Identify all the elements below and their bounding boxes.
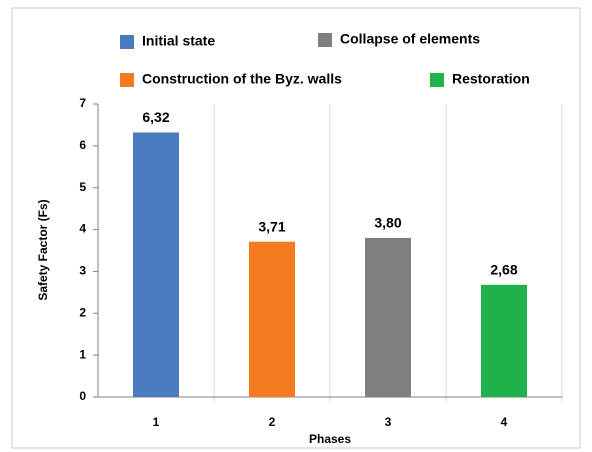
legend-label: Initial state [142,33,215,49]
x-axis-label: Phases [309,432,351,446]
bar [365,237,411,397]
y-tick-label: 6 [79,138,86,152]
x-tick-label: 3 [385,415,392,429]
legend-label: Restoration [452,71,530,87]
value-label: 3,80 [374,215,401,231]
legend-swatch [120,73,134,87]
y-axis-label: Safety Factor (Fs) [36,199,50,300]
bar [481,284,527,397]
y-tick-label: 0 [79,389,86,403]
value-label: 3,71 [258,218,285,234]
x-tick-label: 1 [153,415,160,429]
legend-swatch [120,35,134,49]
legend-label: Collapse of elements [340,31,480,47]
legend-swatch [430,73,444,87]
y-tick-label: 1 [79,347,86,361]
value-label: 6,32 [142,109,169,125]
y-tick-label: 7 [79,96,86,110]
y-tick-label: 5 [79,180,86,194]
y-tick-label: 3 [79,264,86,278]
x-tick-label: 4 [501,415,508,429]
bar [249,241,295,397]
y-tick-label: 2 [79,305,86,319]
legend-label: Construction of the Byz. walls [142,71,342,87]
bar [133,132,179,397]
legend-swatch [318,33,332,47]
y-tick-label: 4 [79,222,86,236]
x-tick-label: 2 [269,415,276,429]
value-label: 2,68 [490,262,517,278]
